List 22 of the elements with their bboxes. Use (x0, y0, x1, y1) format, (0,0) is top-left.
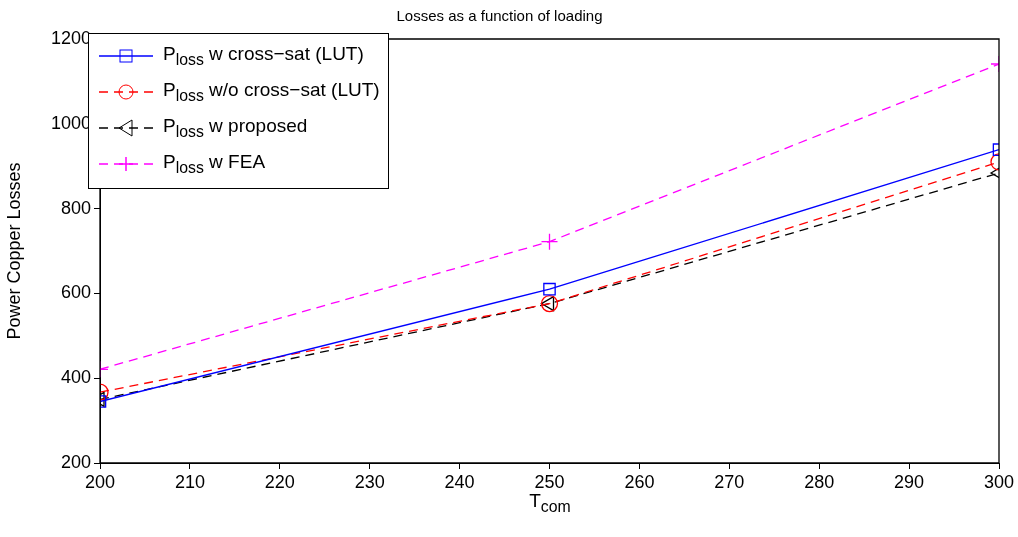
y-tick-label: 400 (60, 367, 91, 388)
x-tick-label: 200 (84, 471, 116, 492)
x-tick-label: 240 (444, 471, 475, 492)
chart-title: Losses as a function of loading (396, 7, 603, 25)
legend-label: P$_{loss}$ w/o cross−sat (LUT) (163, 79, 380, 105)
y-tick-label: 200 (60, 451, 91, 472)
y-tick-label: 600 (60, 282, 91, 303)
x-tick-label: 210 (174, 471, 205, 492)
x-tick-label: 290 (894, 471, 925, 492)
x-tick-label: 250 (534, 471, 565, 492)
x-tick-label: 260 (624, 471, 655, 492)
y-tick-label: 800 (60, 197, 91, 218)
legend-label: P$_{loss}$ w FEA (163, 151, 266, 177)
x-tick-label: 280 (804, 471, 835, 492)
legend-label: P$_{loss}$ w cross−sat (LUT) (163, 43, 364, 69)
legend-label: P$_{loss}$ w proposed (163, 115, 308, 141)
x-tick-label: 300 (983, 471, 1015, 492)
x-tick-label: 220 (264, 471, 295, 492)
x-tick-label: 230 (354, 471, 385, 492)
x-tick-label: 270 (714, 471, 745, 492)
x-axis-title: T$_{com}$ (528, 490, 572, 516)
y-axis-title: Power Copper Losses (3, 162, 24, 340)
